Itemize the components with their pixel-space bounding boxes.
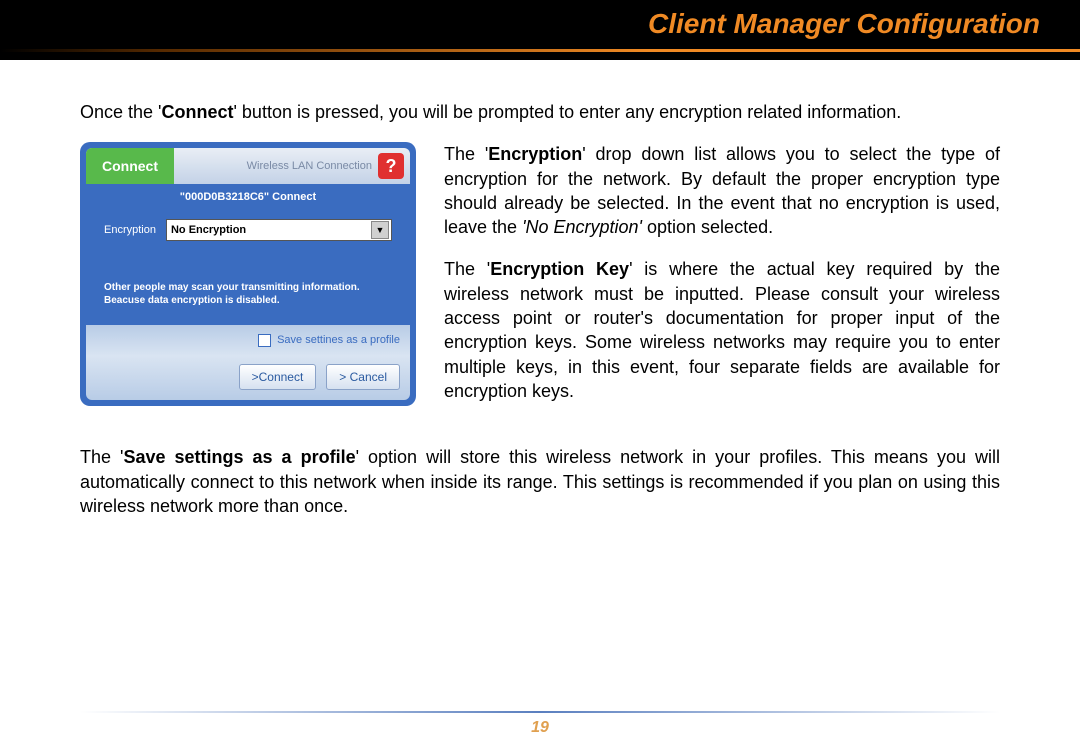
encryption-row: Encryption No Encryption ▼ bbox=[104, 219, 392, 241]
enc-t3: option selected. bbox=[642, 217, 773, 237]
connect-dialog: Connect Wireless LAN Connection ? "000D0… bbox=[80, 142, 416, 406]
chevron-down-icon: ▼ bbox=[371, 221, 389, 239]
dialog-ssid-line: "000D0B3218C6" Connect bbox=[86, 184, 410, 211]
encryption-paragraph: The 'Encryption' drop down list allows y… bbox=[444, 142, 1000, 239]
encryption-label: Encryption bbox=[104, 223, 156, 238]
dialog-buttons: >Connect > Cancel bbox=[86, 356, 410, 400]
key-b1: Encryption Key bbox=[490, 259, 629, 279]
help-icon[interactable]: ? bbox=[378, 153, 404, 179]
connect-tab[interactable]: Connect bbox=[86, 148, 174, 184]
page-number: 19 bbox=[0, 719, 1080, 737]
content-row: Connect Wireless LAN Connection ? "000D0… bbox=[80, 142, 1000, 421]
save-checkbox[interactable] bbox=[258, 334, 271, 347]
dialog-header-sub: Wireless LAN Connection bbox=[174, 159, 378, 174]
save-b1: Save settings as a profile bbox=[123, 447, 355, 467]
save-paragraph: The 'Save settings as a profile' option … bbox=[80, 445, 1000, 518]
encryption-select[interactable]: No Encryption ▼ bbox=[166, 219, 392, 241]
save-label: Save settines as a profile bbox=[277, 333, 400, 348]
page-content: Once the 'Connect' button is pressed, yo… bbox=[0, 60, 1080, 518]
warning-line1: Other people may scan your transmitting … bbox=[104, 282, 360, 293]
footer-divider bbox=[80, 711, 1000, 713]
dialog-body: Encryption No Encryption ▼ Other people … bbox=[86, 211, 410, 325]
page-header: Client Manager Configuration bbox=[0, 0, 1080, 60]
intro-bold: Connect bbox=[161, 102, 233, 122]
page-title: Client Manager Configuration bbox=[648, 8, 1040, 40]
key-t1: The ' bbox=[444, 259, 490, 279]
right-column: The 'Encryption' drop down list allows y… bbox=[444, 142, 1000, 421]
header-divider bbox=[0, 49, 1080, 52]
intro-paragraph: Once the 'Connect' button is pressed, yo… bbox=[80, 100, 1000, 124]
encryption-value: No Encryption bbox=[171, 223, 246, 238]
save-t1: The ' bbox=[80, 447, 123, 467]
enc-t1: The ' bbox=[444, 144, 488, 164]
page-footer: 19 bbox=[0, 711, 1080, 737]
key-paragraph: The 'Encryption Key' is where the actual… bbox=[444, 257, 1000, 403]
intro-pre: Once the ' bbox=[80, 102, 161, 122]
intro-post: ' button is pressed, you will be prompte… bbox=[233, 102, 901, 122]
key-t2: ' is where the actual key required by th… bbox=[444, 259, 1000, 400]
dialog-save-row: Save settines as a profile bbox=[86, 325, 410, 356]
warning-text: Other people may scan your transmitting … bbox=[104, 281, 392, 307]
connect-button[interactable]: >Connect bbox=[239, 364, 317, 390]
dialog-header: Connect Wireless LAN Connection ? bbox=[86, 148, 410, 184]
cancel-button[interactable]: > Cancel bbox=[326, 364, 400, 390]
enc-b1: Encryption bbox=[488, 144, 582, 164]
enc-i1: 'No Encryption' bbox=[522, 217, 642, 237]
warning-line2: Beacuse data encryption is disabled. bbox=[104, 295, 280, 306]
